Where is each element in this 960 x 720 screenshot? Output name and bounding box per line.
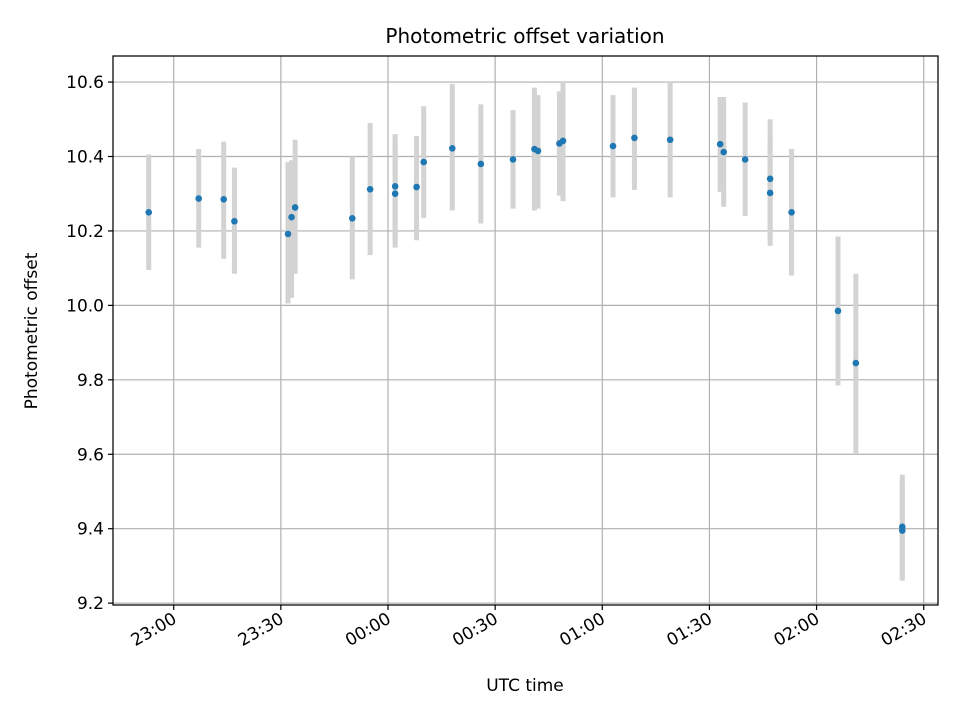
data-point	[391, 182, 399, 190]
data-point	[284, 230, 292, 238]
data-point	[631, 134, 638, 142]
y-axis-title: Photometric offset	[22, 252, 42, 409]
data-point	[288, 213, 295, 221]
data-point	[788, 209, 795, 216]
data-point	[852, 359, 860, 367]
data-point	[898, 527, 906, 534]
data-point	[716, 140, 724, 148]
data-point	[413, 183, 420, 191]
data-point	[145, 209, 153, 216]
data-point	[834, 307, 842, 315]
x-axis-title: UTC time	[486, 676, 564, 696]
data-point	[741, 156, 749, 163]
data-point	[195, 195, 203, 202]
y-tick-label: 10.4	[66, 147, 104, 167]
y-tick-label: 9.4	[77, 520, 104, 540]
data-point	[766, 175, 774, 183]
data-point	[720, 148, 728, 156]
y-tick-label: 9.6	[77, 445, 104, 465]
data-point	[766, 189, 774, 197]
data-point	[477, 160, 485, 168]
data-point	[420, 158, 428, 166]
data-point	[534, 147, 542, 155]
data-points	[145, 134, 906, 534]
chart-title: Photometric offset variation	[385, 24, 664, 48]
y-axis: 9.2 9.4 9.6 9.8 10.0 10.2 10.4 10.6	[66, 73, 113, 614]
data-point	[291, 204, 299, 211]
y-tick-label: 9.2	[77, 594, 104, 614]
data-point	[366, 185, 374, 193]
data-point	[231, 217, 238, 225]
y-tick-label: 10.6	[66, 73, 104, 93]
plot-frame	[112, 55, 939, 606]
data-point	[220, 195, 228, 203]
data-point	[348, 214, 356, 222]
data-point	[609, 142, 617, 150]
data-point	[509, 156, 517, 163]
data-point	[666, 136, 674, 144]
y-tick-label: 9.8	[77, 371, 104, 391]
y-tick-label: 10.0	[66, 296, 104, 316]
data-point	[559, 137, 567, 145]
y-tick-label: 10.2	[66, 222, 104, 242]
data-point	[448, 145, 456, 152]
data-point	[391, 190, 399, 198]
grid	[113, 56, 938, 605]
